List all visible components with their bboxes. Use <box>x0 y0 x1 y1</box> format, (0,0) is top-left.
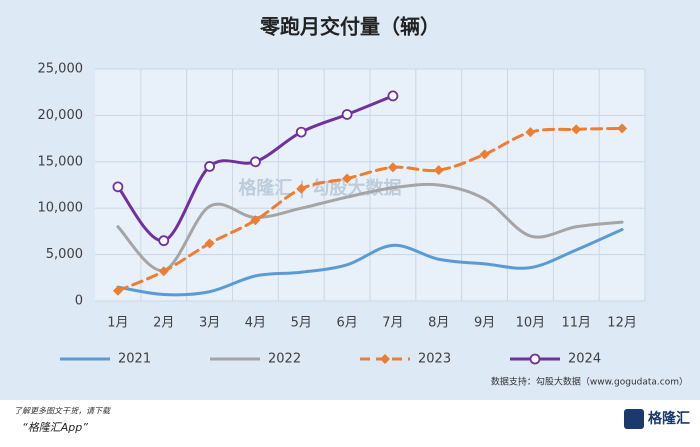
x-tick-label: 11月 <box>561 316 591 331</box>
x-tick-label: 10月 <box>516 316 546 331</box>
marker <box>341 109 353 120</box>
x-tick-label: 4月 <box>245 316 266 331</box>
marker <box>342 173 353 184</box>
marker <box>479 149 490 160</box>
x-tick-label: 3月 <box>199 316 220 331</box>
marker <box>387 90 399 102</box>
y-tick-label: 5,000 <box>46 247 83 262</box>
legend-label: 2022 <box>268 352 301 367</box>
marker <box>250 156 261 168</box>
marker <box>112 285 123 296</box>
x-tick-label: 2月 <box>153 316 174 331</box>
marker <box>571 124 582 135</box>
legend-label: 2024 <box>568 352 601 367</box>
y-tick-label: 25,000 <box>38 62 84 77</box>
x-tick-label: 6月 <box>336 316 357 331</box>
marker <box>158 235 170 247</box>
legend-marker <box>380 354 390 364</box>
watermark: 格隆汇 | 勾股大数据 <box>238 177 401 199</box>
marker <box>617 123 628 134</box>
series-line <box>116 228 624 297</box>
legend-marker <box>529 353 541 365</box>
legend-label: 2023 <box>418 352 451 367</box>
y-tick-label: 10,000 <box>38 201 84 216</box>
footer-app: “格隆汇App” <box>22 421 88 434</box>
x-tick-label: 5月 <box>291 316 312 331</box>
marker <box>250 215 261 226</box>
chart-title: 零跑月交付量（辆） <box>259 15 440 39</box>
marker <box>387 162 398 173</box>
x-tick-label: 1月 <box>107 316 128 331</box>
marker <box>296 183 307 194</box>
legend-label: 2021 <box>118 352 151 367</box>
marker <box>112 181 124 193</box>
footer-text: 了解更多图文干货，请下载 <box>14 407 111 416</box>
x-tick-label: 12月 <box>607 316 637 331</box>
logo-icon <box>624 409 644 429</box>
x-tick-label: 8月 <box>428 316 449 331</box>
marker <box>158 266 169 277</box>
x-tick-label: 9月 <box>474 316 495 331</box>
y-tick-label: 0 <box>75 294 83 309</box>
y-tick-label: 20,000 <box>38 108 84 123</box>
marker <box>204 238 215 249</box>
marker <box>295 126 307 138</box>
marker <box>433 165 444 176</box>
logo-text: 格隆汇 <box>648 410 690 427</box>
source: 数据支持：勾股大数据（www.gogudata.com） <box>491 376 688 388</box>
marker <box>525 127 536 138</box>
series-line <box>116 182 624 272</box>
x-tick-label: 7月 <box>382 316 403 331</box>
marker <box>204 161 215 172</box>
y-tick-label: 15,000 <box>38 154 84 169</box>
